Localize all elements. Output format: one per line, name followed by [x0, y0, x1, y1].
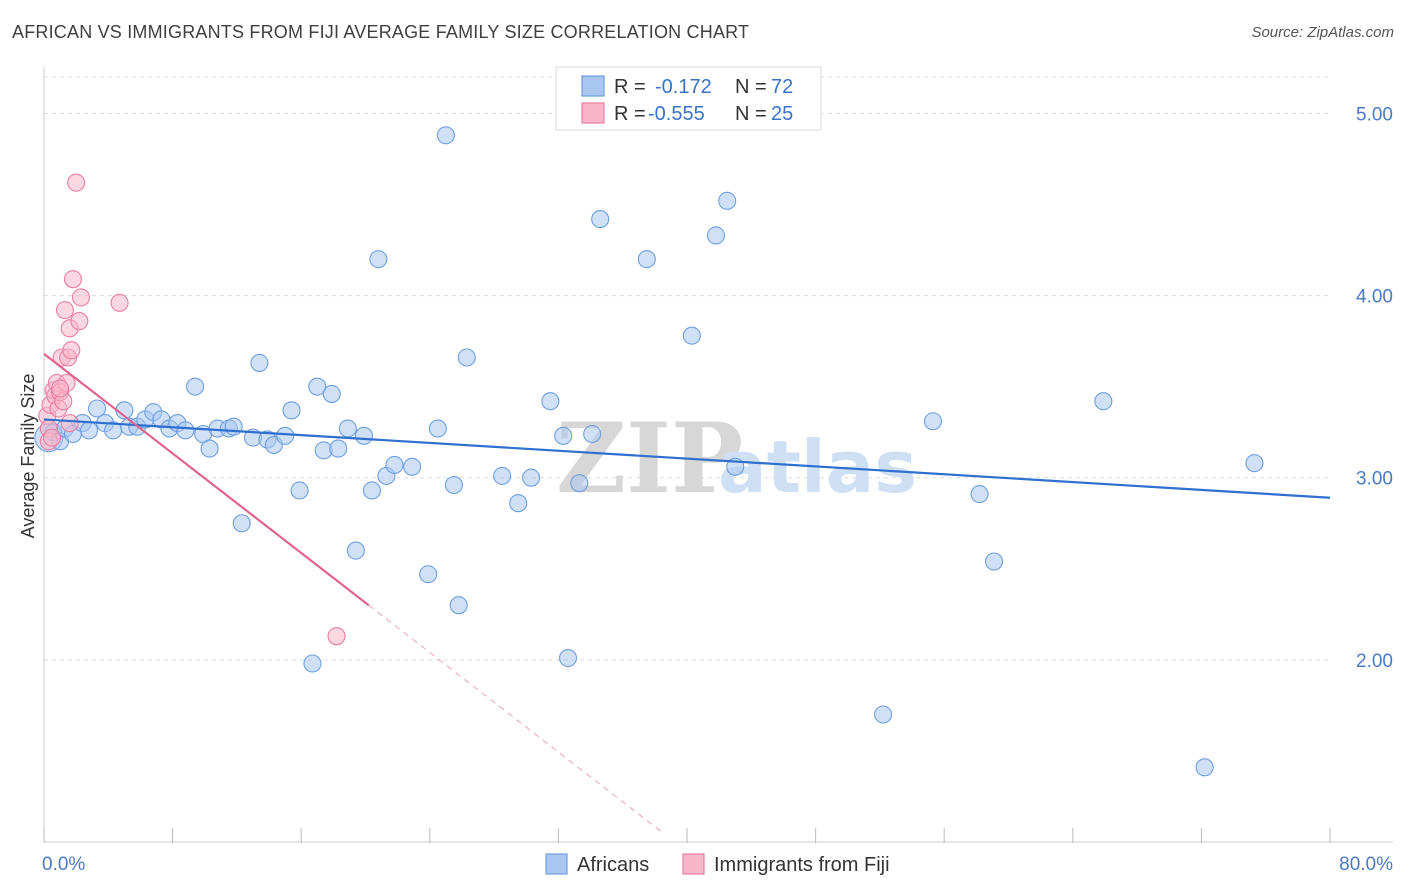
africans-point-56 — [554, 426, 573, 445]
africans-point-46 — [419, 565, 438, 584]
africans-point-44 — [385, 455, 404, 475]
africans-trend-line — [43, 418, 1331, 499]
africans-point-33 — [303, 654, 322, 673]
fiji-trend-extension — [368, 604, 664, 834]
africans-point-30 — [276, 426, 295, 445]
africans-point-27 — [250, 353, 269, 373]
legend-r-label-fiji: R = — [614, 103, 646, 125]
africans-point-24 — [224, 417, 243, 436]
x-tick-label-min: 0.0% — [42, 854, 85, 875]
legend-r-label-africans: R = — [614, 76, 646, 98]
fiji-point-14 — [62, 341, 81, 360]
africans-point-39 — [346, 541, 365, 560]
africans-point-41 — [362, 481, 381, 500]
africans-point-64 — [718, 191, 737, 210]
series-swatch-fiji — [682, 853, 705, 875]
africans-point-50 — [449, 596, 468, 615]
africans-point-34 — [308, 377, 327, 396]
fiji-trend-line — [43, 352, 370, 607]
series-label-fiji: Immigrants from Fiji — [714, 854, 890, 876]
legend-swatch-africans — [581, 75, 605, 97]
africans-point-54 — [522, 468, 541, 487]
gridlines — [44, 76, 1330, 661]
africans-point-70 — [1094, 392, 1113, 411]
africans-point-32 — [290, 481, 309, 500]
y-tick-label-2: 4.00 — [1356, 287, 1393, 308]
africans-point-40 — [354, 426, 373, 445]
data-points — [34, 126, 1264, 777]
africans-point-25 — [232, 514, 251, 533]
africans-point-19 — [186, 377, 205, 396]
africans-point-63 — [706, 226, 725, 245]
legend-r-fiji: -0.555 — [648, 103, 705, 125]
africans-point-71 — [1195, 758, 1214, 777]
fiji-point-20 — [42, 428, 62, 447]
fiji-point-16 — [67, 173, 86, 192]
africans-point-42 — [369, 250, 388, 269]
africans-point-37 — [329, 439, 348, 458]
africans-point-59 — [583, 424, 602, 444]
africans-point-21 — [200, 439, 219, 458]
series-swatch-africans — [545, 853, 568, 875]
africans-point-68 — [970, 485, 989, 504]
africans-point-61 — [637, 250, 656, 269]
y-tick-label-3: 5.00 — [1356, 104, 1393, 125]
africans-point-18 — [176, 421, 195, 440]
legend-r-africans: -0.172 — [655, 76, 712, 98]
africans-point-62 — [682, 326, 701, 345]
africans-point-60 — [591, 210, 610, 229]
africans-point-66 — [874, 705, 893, 724]
x-tick-label-max: 80.0% — [1339, 854, 1393, 875]
africans-point-52 — [493, 466, 512, 485]
africans-point-36 — [322, 384, 341, 403]
legend-n-fiji: 25 — [771, 103, 793, 125]
africans-point-51 — [457, 348, 476, 367]
chart-title: AFRICAN VS IMMIGRANTS FROM FIJI AVERAGE … — [12, 22, 750, 42]
africans-point-31 — [282, 401, 301, 420]
series-label-africans: Africans — [577, 854, 649, 876]
africans-point-55 — [541, 392, 560, 411]
africans-point-72 — [1245, 454, 1264, 473]
watermark: ZIP atlas — [556, 402, 917, 515]
legend-swatch-fiji — [581, 102, 605, 124]
fiji-point-22 — [110, 293, 129, 312]
africans-point-6 — [79, 421, 99, 440]
africans-point-48 — [436, 126, 455, 145]
watermark-zip: ZIP — [556, 402, 743, 515]
fiji-point-17 — [70, 312, 89, 331]
africans-point-45 — [403, 457, 422, 476]
africans-point-49 — [444, 475, 463, 495]
y-tick-label-1: 3.00 — [1356, 469, 1393, 490]
africans-point-57 — [558, 648, 578, 668]
fiji-point-23 — [327, 627, 346, 646]
africans-point-38 — [338, 419, 357, 438]
y-tick-label-0: 2.00 — [1356, 651, 1393, 672]
fiji-point-24 — [51, 379, 70, 398]
fiji-point-18 — [71, 288, 91, 307]
africans-point-58 — [570, 474, 589, 493]
africans-point-53 — [509, 494, 528, 513]
africans-point-7 — [87, 399, 107, 418]
fiji-point-15 — [63, 270, 82, 289]
series-legend: Africans Immigrants from Fiji — [545, 853, 890, 876]
fiji-point-10 — [55, 301, 74, 320]
legend-n-africans: 72 — [771, 76, 793, 98]
stats-legend: R = -0.172 N = 72 R = -0.555 N = 25 — [555, 66, 822, 131]
africans-point-69 — [984, 552, 1004, 571]
tick-labels: 2.00 3.00 4.00 5.00 0.0% 80.0% — [42, 104, 1393, 875]
trend-lines — [43, 352, 1331, 834]
legend-n-label-africans: N = — [735, 76, 767, 98]
axes — [43, 67, 1393, 843]
y-axis-label: Average Family Size — [18, 374, 38, 539]
legend-n-label-fiji: N = — [735, 103, 767, 125]
africans-point-47 — [428, 419, 447, 438]
africans-point-67 — [923, 412, 942, 431]
source-label: Source: ZipAtlas.com — [1251, 24, 1394, 41]
fiji-point-21 — [60, 414, 79, 433]
